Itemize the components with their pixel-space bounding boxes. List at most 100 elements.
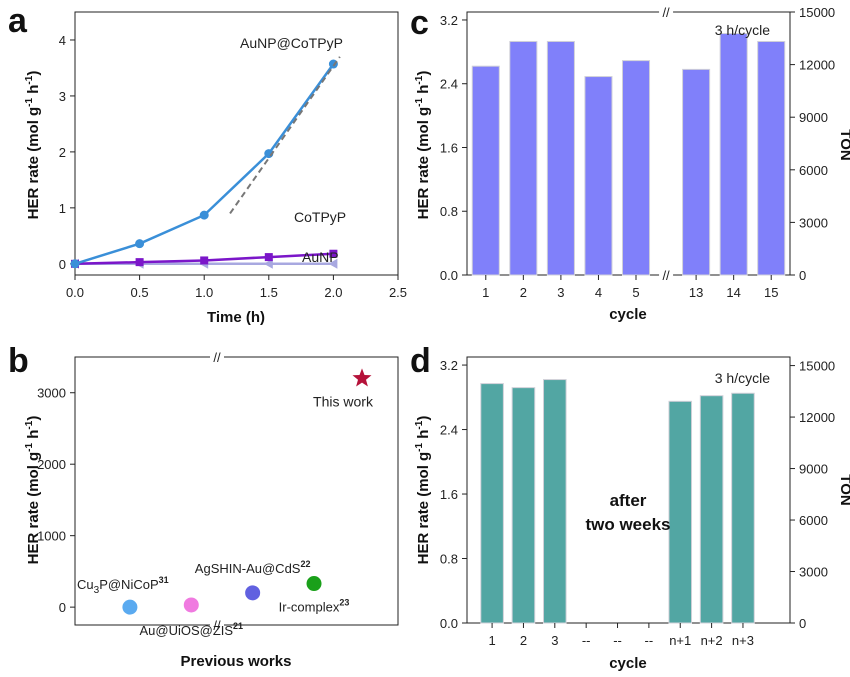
series-label-CoTPyP: CoTPyP bbox=[294, 209, 346, 225]
bar-cycle-1 bbox=[471, 65, 500, 276]
panel-c-y2-tick-label: 0 bbox=[799, 268, 806, 283]
data-label-previous-work: Ir-complex23 bbox=[279, 598, 350, 615]
panel-c-axis-break-gap bbox=[659, 6, 674, 18]
panel-d-note-line1: after bbox=[610, 491, 647, 510]
panel-d-y2-tick-label: 9000 bbox=[799, 462, 828, 477]
panel-d-x-tick-label: -- bbox=[582, 633, 591, 648]
data-label-previous-work: Au@UiOS@ZIS21 bbox=[139, 621, 243, 638]
bar-cycle-15 bbox=[757, 40, 786, 276]
panel-label-d: d bbox=[410, 342, 431, 380]
panel-b-frame bbox=[74, 356, 399, 626]
bar-cycle-3 bbox=[546, 40, 575, 276]
this-work-label: This work bbox=[313, 393, 374, 409]
bar-cycle-4 bbox=[584, 76, 613, 276]
panel-d-y-tick-label: 2.4 bbox=[440, 423, 458, 438]
data-point-CoTPyP bbox=[200, 256, 209, 265]
axis-break-mark-top: // bbox=[213, 350, 221, 365]
panel-c-x-tick-label: 5 bbox=[632, 285, 639, 300]
panel-c-x-tick-label: 2 bbox=[520, 285, 527, 300]
bar-cycle-2 bbox=[509, 40, 538, 276]
panel-b-axis-break: // // bbox=[210, 350, 224, 633]
panel-c-x-axis-label: cycle bbox=[609, 306, 647, 323]
panel-d-x-tick-label: -- bbox=[645, 633, 654, 648]
panel-d-annotation: 3 h/cycle bbox=[715, 370, 770, 386]
panel-a-frame bbox=[74, 11, 399, 276]
panel-c-annotation: 3 h/cycle bbox=[715, 22, 770, 38]
panel-c-y2-tick-label: 9000 bbox=[799, 110, 828, 125]
bar-cycle-14 bbox=[719, 33, 748, 276]
panel-d-note-line2: two weeks bbox=[585, 515, 670, 534]
panel-c-y2-tick-label: 3000 bbox=[799, 215, 828, 230]
panel-d-y-tick-label: 1.6 bbox=[440, 487, 458, 502]
panel-d-x-tick-label: 3 bbox=[551, 633, 558, 648]
panel-c-axis-break-mark: // bbox=[662, 5, 670, 20]
panel-c-axis-break-gap bbox=[659, 269, 674, 281]
bar-cycle-n+3 bbox=[731, 392, 755, 624]
panel-d-y-tick-label: 0.8 bbox=[440, 552, 458, 567]
panel-d-y2-tick-label: 15000 bbox=[799, 359, 835, 374]
panel-b-y-tick-label: 2000 bbox=[37, 457, 66, 472]
panel-b-y-axis-label: HER rate (mol g-1 h-1) bbox=[24, 416, 42, 565]
panel-d-x-tick-label: n+3 bbox=[732, 633, 754, 648]
panel-c-x-tick-label: 1 bbox=[482, 285, 489, 300]
panel-a-x-tick-label: 0.0 bbox=[66, 285, 84, 300]
data-point-previous-work bbox=[306, 576, 322, 592]
data-point-AuNP bbox=[328, 258, 338, 269]
panel-c-y-tick-label: 0.8 bbox=[440, 204, 458, 219]
panel-a-y-tick-label: 3 bbox=[59, 89, 66, 104]
panel-a-y-tick-label: 1 bbox=[59, 201, 66, 216]
panel-a-y-tick-label: 2 bbox=[59, 145, 66, 160]
data-point-AuNP@CoTPyP bbox=[135, 239, 145, 249]
panel-d-y-tick-label: 3.2 bbox=[440, 358, 458, 373]
panel-a-x-tick-label: 2.5 bbox=[389, 285, 407, 300]
panel-label-a: a bbox=[8, 2, 28, 40]
panel-d-y2-tick-label: 12000 bbox=[799, 410, 835, 425]
panel-a-y-tick-label: 4 bbox=[59, 33, 66, 48]
panel-c-x-tick-label: 14 bbox=[726, 285, 740, 300]
series-line-AuNP@CoTPyP bbox=[74, 63, 335, 266]
panel-d-x-tick-label: n+1 bbox=[669, 633, 691, 648]
panel-a-x-tick-label: 2.0 bbox=[324, 285, 342, 300]
panel-a-x-tick-label: 0.5 bbox=[131, 285, 149, 300]
panel-d-x-axis-label: cycle bbox=[609, 655, 647, 672]
panel-b-comparison-chart: // // 0 1000 2000 3000 Cu3P@NiCoP31 Au@UiOS@… bbox=[24, 350, 399, 670]
panel-b-y-tick-label: 1000 bbox=[37, 529, 66, 544]
panel-c-axis-break-mark: // bbox=[662, 268, 670, 283]
panel-d-x-tick-label: 2 bbox=[520, 633, 527, 648]
data-point-CoTPyP bbox=[329, 249, 338, 258]
panel-c-x-tick-label: 15 bbox=[764, 285, 778, 300]
panel-c-y-tick-label: 3.2 bbox=[440, 13, 458, 28]
panel-c-y-tick-label: 2.4 bbox=[440, 77, 458, 92]
axis-break-mark-bottom: // bbox=[213, 618, 221, 633]
panel-d-frame bbox=[466, 356, 791, 624]
panel-c-y2-tick-label: 15000 bbox=[799, 5, 835, 20]
bar-cycle-1 bbox=[480, 383, 504, 624]
panel-c-y-axis-label: HER rate (mol g-1 h-1) bbox=[414, 71, 432, 220]
panel-a-line-chart: 0.0 0.5 1.0 1.5 2.0 2.5 0 1 2 3 4 AuNP@CoTPyP CoTPy… bbox=[24, 11, 407, 326]
panel-c-y2-tick-label: 6000 bbox=[799, 163, 828, 178]
data-point-AuNP@CoTPyP bbox=[70, 259, 80, 269]
data-point-CoTPyP bbox=[135, 258, 144, 267]
data-point-AuNP bbox=[263, 258, 273, 269]
panel-c-x-tick-label: 3 bbox=[557, 285, 564, 300]
panel-c-y-tick-label: 0.0 bbox=[440, 268, 458, 283]
panel-a-x-tick-label: 1.5 bbox=[260, 285, 278, 300]
data-point-AuNP@CoTPyP bbox=[328, 59, 338, 69]
panel-b-y-tick-label: 0 bbox=[59, 600, 66, 615]
panel-label-c: c bbox=[410, 4, 429, 42]
bar-cycle-2 bbox=[511, 387, 536, 624]
panel-c-y2-tick-label: 12000 bbox=[799, 58, 835, 73]
panel-a-y-axis-label: HER rate (mol g-1 h-1) bbox=[24, 71, 42, 220]
data-point-previous-work bbox=[245, 585, 261, 601]
panel-d-y-axis-label: HER rate (mol g-1 h-1) bbox=[414, 416, 432, 565]
panel-c-y2-axis-label: TON bbox=[837, 129, 850, 160]
this-work-star-marker bbox=[352, 368, 372, 387]
panel-label-b: b bbox=[8, 342, 29, 380]
panel-d-x-tick-label: -- bbox=[613, 633, 622, 648]
data-label-previous-work: AgSHIN-Au@CdS22 bbox=[195, 559, 311, 576]
panel-d-x-tick-label: 1 bbox=[488, 633, 495, 648]
bar-cycle-n+1 bbox=[668, 400, 693, 624]
bar-cycle-13 bbox=[682, 68, 711, 276]
panel-a-fit-line bbox=[229, 56, 341, 215]
